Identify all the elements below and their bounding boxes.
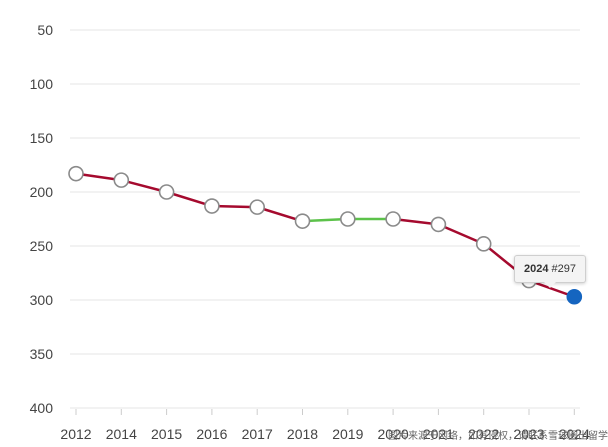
highlighted-data-point[interactable]	[566, 288, 583, 305]
y-tick-label: 250	[30, 238, 54, 254]
x-tick-label: 2024	[559, 426, 590, 442]
x-tick-label: 2020	[378, 426, 409, 442]
line-segment	[255, 205, 304, 223]
line-segment	[120, 178, 168, 194]
x-tick-label: 2014	[106, 426, 137, 442]
x-axis-ticks: 2012 2014 2015 2016 2017 2018 2019 2020 2021 2022…	[60, 409, 590, 442]
tooltip-rank: #297	[551, 263, 576, 275]
tooltip-year: 2024	[524, 263, 549, 275]
data-point[interactable]	[68, 165, 84, 182]
y-tick-label: 300	[30, 292, 54, 308]
y-tick-label: 350	[30, 346, 54, 362]
y-tick-label: 100	[30, 76, 54, 92]
line-segment	[527, 279, 576, 299]
data-point[interactable]	[113, 172, 130, 188]
x-tick-label: 2022	[468, 426, 499, 442]
data-point[interactable]	[204, 198, 220, 214]
line-segment	[437, 223, 485, 246]
y-tick-label: 50	[37, 22, 53, 38]
grid-layer	[70, 29, 580, 409]
data-point[interactable]	[339, 211, 356, 227]
x-tick-label: 2023	[513, 426, 544, 442]
data-point[interactable]	[430, 216, 447, 233]
y-tick-label: 200	[30, 184, 54, 200]
data-point[interactable]	[158, 184, 175, 200]
point-tooltip: 2024 #297	[514, 255, 586, 288]
x-tick-label: 2015	[151, 426, 182, 442]
x-tick-label: 2016	[196, 426, 227, 442]
y-tick-label: 400	[30, 400, 54, 416]
watermark-text: 图片来源于网络，如有侵权，请联系雪球圈出留学删除	[388, 431, 608, 442]
y-axis-ticks: 50 100 150 200 250 300 350 400	[30, 22, 54, 416]
x-tick-label: 2021	[423, 426, 454, 442]
x-tick-label: 2018	[287, 426, 318, 442]
data-point[interactable]	[294, 213, 311, 229]
data-point[interactable]	[385, 211, 401, 227]
y-tick-label: 150	[30, 130, 54, 146]
data-point[interactable]	[475, 236, 492, 252]
x-tick-label: 2017	[242, 426, 273, 442]
data-point[interactable]	[249, 199, 266, 215]
x-tick-label: 2019	[332, 426, 363, 442]
line-segment	[165, 190, 214, 208]
x-tick-label: 2012	[60, 426, 91, 442]
